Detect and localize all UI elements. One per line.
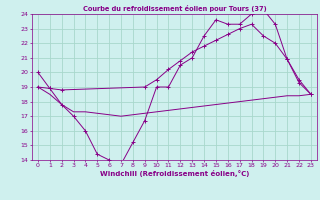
X-axis label: Windchill (Refroidissement éolien,°C): Windchill (Refroidissement éolien,°C) <box>100 170 249 177</box>
Title: Courbe du refroidissement éolien pour Tours (37): Courbe du refroidissement éolien pour To… <box>83 5 266 12</box>
